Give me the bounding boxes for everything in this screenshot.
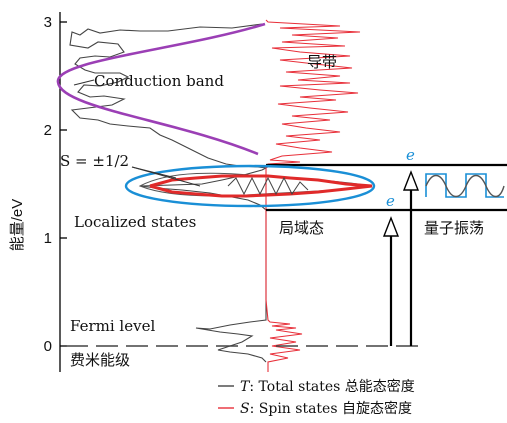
spin-label-pointer-2: [131, 166, 201, 187]
conduction-label-pointer: [73, 79, 95, 86]
y-axis-ticks: 0 1 2 3: [44, 14, 67, 355]
localized-states-label: Localized states: [74, 213, 196, 231]
y-tick-label-3: 3: [44, 14, 52, 31]
quantum-oscillation-label: 量子振荡: [424, 219, 484, 237]
fermi-level-label: Fermi level: [70, 317, 155, 335]
y-axis-label: 能量/eV: [9, 199, 26, 252]
y-tick-label-2: 2: [44, 122, 52, 139]
spin-states-curve: [265, 19, 361, 372]
electron-label-upper: e: [406, 146, 415, 164]
spin-label: S = ±1/2: [60, 152, 129, 170]
excitation-arrow-long: [402, 170, 420, 346]
fermi-level-label-zh: 费米能级: [70, 351, 130, 369]
excitation-arrow-short: [382, 216, 400, 346]
conduction-band-label-zh: 导带: [307, 53, 337, 71]
total-states-curve: [69, 23, 268, 363]
localized-states-ellipse: [124, 164, 376, 208]
legend-entry-total: T: Total states 总能态密度: [240, 378, 415, 395]
y-tick-label-0: 0: [44, 338, 52, 355]
legend-entry-spin: S: Spin states 自旋态密度: [240, 400, 412, 417]
y-tick-label-1: 1: [44, 230, 52, 247]
localized-red-trace: [149, 174, 373, 198]
legend: T: Total states 总能态密度 S: Spin states 自旋态…: [218, 378, 415, 417]
electron-label-lower: e: [386, 192, 395, 210]
conduction-band-label: Conduction band: [94, 72, 224, 90]
quantum-oscillation-inset: [425, 173, 505, 198]
localized-zigzag: [227, 176, 309, 196]
band-envelope-curve: [56, 22, 266, 156]
localized-states-label-zh: 局域态: [279, 219, 324, 237]
